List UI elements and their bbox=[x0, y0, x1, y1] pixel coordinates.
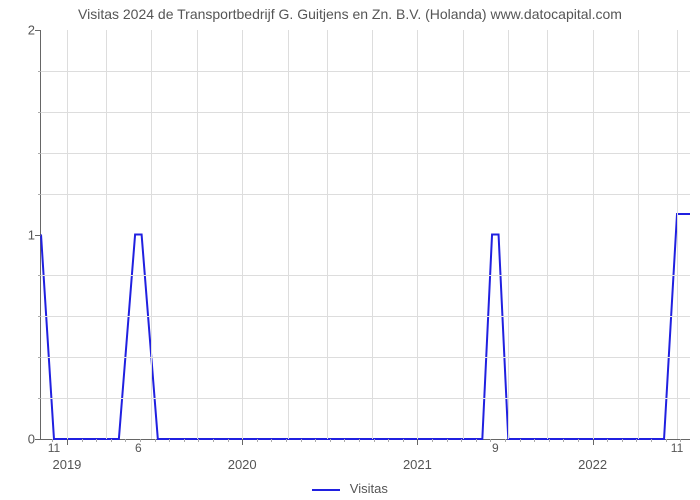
x-tick-label: 2021 bbox=[403, 457, 432, 472]
x-minor-tick bbox=[228, 439, 229, 442]
x-minor-tick bbox=[666, 439, 667, 442]
x-minor-tick bbox=[636, 439, 637, 442]
x-minor-tick bbox=[96, 439, 97, 442]
x-minor-tick bbox=[169, 439, 170, 442]
x-minor-tick bbox=[184, 439, 185, 442]
x-tick bbox=[242, 439, 243, 445]
y-minor-tick bbox=[38, 153, 41, 154]
y-minor-tick bbox=[38, 194, 41, 195]
y-minor-tick bbox=[38, 112, 41, 113]
data-label: 11 bbox=[671, 441, 683, 455]
grid-line-vertical bbox=[593, 30, 594, 439]
x-minor-tick bbox=[359, 439, 360, 442]
x-minor-tick bbox=[111, 439, 112, 442]
x-tick-label: 2022 bbox=[578, 457, 607, 472]
x-minor-tick bbox=[403, 439, 404, 442]
grid-line-vertical bbox=[417, 30, 418, 439]
x-minor-tick bbox=[622, 439, 623, 442]
y-minor-tick bbox=[38, 316, 41, 317]
legend-label: Visitas bbox=[350, 481, 388, 496]
y-minor-tick bbox=[38, 398, 41, 399]
grid-line-vertical bbox=[638, 30, 639, 439]
x-minor-tick bbox=[563, 439, 564, 442]
x-tick bbox=[417, 439, 418, 445]
data-label: 11 bbox=[48, 441, 60, 455]
x-minor-tick bbox=[344, 439, 345, 442]
x-minor-tick bbox=[578, 439, 579, 442]
legend: Visitas bbox=[0, 481, 700, 496]
x-minor-tick bbox=[549, 439, 550, 442]
y-tick-label: 1 bbox=[28, 227, 35, 242]
chart-container: Visitas 2024 de Transportbedrijf G. Guit… bbox=[0, 0, 700, 500]
x-tick-label: 2019 bbox=[52, 457, 81, 472]
grid-line-vertical bbox=[67, 30, 68, 439]
y-minor-tick bbox=[38, 71, 41, 72]
x-minor-tick bbox=[520, 439, 521, 442]
x-tick bbox=[593, 439, 594, 445]
plot-area: 0122019202020212022116911 bbox=[40, 30, 690, 440]
grid-line-vertical bbox=[242, 30, 243, 439]
y-tick-label: 2 bbox=[28, 23, 35, 38]
grid-line-vertical bbox=[677, 30, 678, 439]
x-tick-label: 2020 bbox=[228, 457, 257, 472]
x-minor-tick bbox=[257, 439, 258, 442]
y-minor-tick bbox=[38, 275, 41, 276]
x-minor-tick bbox=[213, 439, 214, 442]
grid-line-vertical bbox=[151, 30, 152, 439]
grid-line-vertical bbox=[508, 30, 509, 439]
x-minor-tick bbox=[388, 439, 389, 442]
grid-line-vertical bbox=[327, 30, 328, 439]
x-minor-tick bbox=[505, 439, 506, 442]
data-label: 6 bbox=[135, 441, 142, 455]
x-tick bbox=[67, 439, 68, 445]
data-label: 9 bbox=[492, 441, 499, 455]
grid-line-vertical bbox=[372, 30, 373, 439]
y-tick-label: 0 bbox=[28, 432, 35, 447]
y-tick bbox=[35, 439, 41, 440]
y-tick bbox=[35, 235, 41, 236]
y-tick bbox=[35, 30, 41, 31]
x-minor-tick bbox=[461, 439, 462, 442]
grid-line-vertical bbox=[106, 30, 107, 439]
x-minor-tick bbox=[198, 439, 199, 442]
x-minor-tick bbox=[476, 439, 477, 442]
grid-line-vertical bbox=[463, 30, 464, 439]
x-minor-tick bbox=[315, 439, 316, 442]
grid-line-vertical bbox=[547, 30, 548, 439]
x-minor-tick bbox=[374, 439, 375, 442]
x-minor-tick bbox=[271, 439, 272, 442]
x-minor-tick bbox=[447, 439, 448, 442]
x-minor-tick bbox=[651, 439, 652, 442]
x-minor-tick bbox=[125, 439, 126, 442]
x-minor-tick bbox=[607, 439, 608, 442]
grid-line-vertical bbox=[288, 30, 289, 439]
x-minor-tick bbox=[534, 439, 535, 442]
x-minor-tick bbox=[301, 439, 302, 442]
grid-line-vertical bbox=[197, 30, 198, 439]
x-minor-tick bbox=[330, 439, 331, 442]
x-minor-tick bbox=[155, 439, 156, 442]
x-minor-tick bbox=[432, 439, 433, 442]
x-minor-tick bbox=[82, 439, 83, 442]
chart-title: Visitas 2024 de Transportbedrijf G. Guit… bbox=[0, 6, 700, 22]
x-minor-tick bbox=[286, 439, 287, 442]
legend-swatch bbox=[312, 489, 340, 491]
y-minor-tick bbox=[38, 357, 41, 358]
